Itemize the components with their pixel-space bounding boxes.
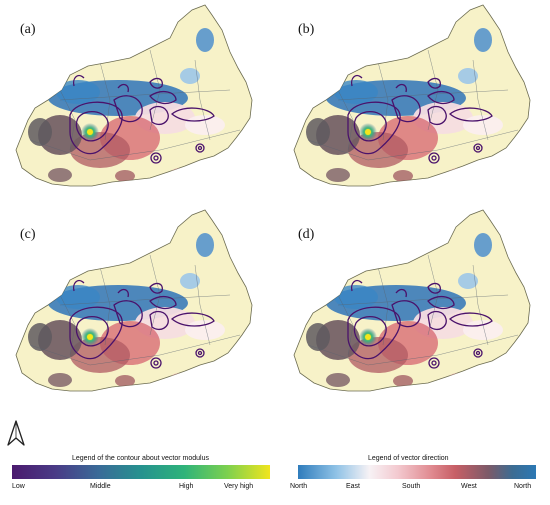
legend-direction-title: Legend of vector direction [368, 455, 449, 462]
legend-modulus-tick-low: Low [12, 483, 25, 490]
panel-label-a: (a) [20, 22, 36, 37]
legend-modulus-tick-very-high: Very high [224, 483, 254, 490]
map-figure-c [15, 209, 253, 392]
legend-direction-tick-east: East [346, 483, 361, 490]
legend-direction-tick-north-start: North [290, 483, 308, 490]
legend-direction-tick-north-end: North [514, 483, 532, 490]
legend-direction-tick-west: West [461, 483, 477, 490]
map-figure-a [15, 4, 253, 187]
panel-label-c: (c) [20, 227, 36, 242]
map-panel-a: (a) [0, 0, 272, 198]
map-figure-d [293, 209, 531, 392]
legend-modulus-colorbar [12, 465, 270, 479]
map-panel-b: (b) [278, 0, 550, 198]
legend-direction-tick-south: South [402, 483, 421, 490]
north-arrow-icon [7, 420, 25, 446]
legend-modulus-title: Legend of the contour about vector modul… [72, 455, 209, 462]
map-panel-c: (c) [0, 205, 272, 403]
map-figure-b [293, 4, 531, 187]
legend-direction-colorbar [298, 465, 536, 479]
panel-label-d: (d) [298, 227, 315, 242]
map-panel-d: (d) [278, 205, 550, 403]
panel-label-b: (b) [298, 22, 315, 37]
legend-modulus-tick-middle: Middle [90, 483, 111, 490]
legend-modulus-tick-high: High [179, 483, 194, 490]
